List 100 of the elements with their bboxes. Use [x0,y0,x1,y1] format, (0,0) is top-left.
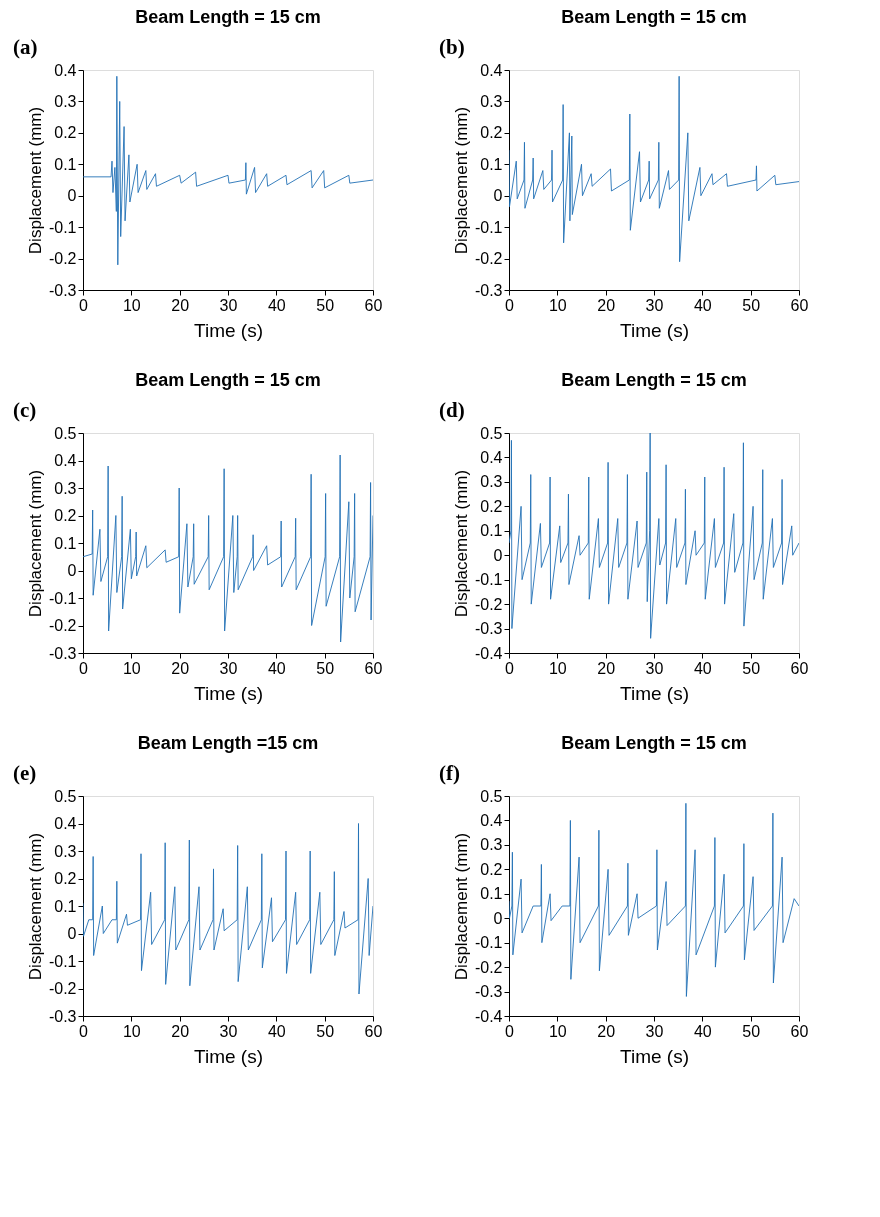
y-tick-label: -0.1 [474,218,503,236]
chart-title: Beam Length = 15 cm [561,370,747,390]
y-tick-label: 0.3 [54,842,77,860]
y-tick-label: -0.2 [474,595,503,613]
x-tick-label: 60 [790,1022,809,1040]
y-tick-label: 0.3 [480,473,503,491]
y-axis-title: Displacement (mm) [25,106,45,255]
text: (a) [13,35,38,59]
y-tick-label: -0.2 [48,617,77,634]
y-tick-label: -0.4 [474,644,503,662]
y-tick-label: -0.3 [474,983,503,1001]
y-tick-label: -0.3 [474,620,503,638]
y-axis-title: Displacement (mm) [451,106,471,255]
y-tick-label: 0.5 [54,787,77,805]
x-tick-label: 40 [693,1022,712,1040]
y-tick-label: 0.1 [480,155,503,173]
y-tick-label: -0.3 [474,281,503,299]
y-tick-label: 0.2 [480,124,503,142]
x-tick-label: 10 [122,659,141,677]
x-tick-label: 30 [219,296,238,314]
y-tick-label: 0 [67,562,77,579]
y-tick-label: -0.1 [474,571,503,589]
x-axis-title: Time (s) [620,1045,689,1067]
y-tick-label: 0.3 [480,836,503,854]
y-tick-label: 0.2 [54,124,77,142]
chart-title: Beam Length = 15 cm [135,370,321,390]
x-axis-title: Time (s) [620,682,689,704]
y-tick-label: 0.4 [54,61,77,79]
x-tick-label: 60 [364,296,383,314]
y-axis-title: Displacement (mm) [451,469,471,618]
y-tick-label: 0.5 [480,787,503,805]
x-tick-label: 10 [548,659,567,677]
x-tick-label: 30 [645,1022,664,1040]
y-tick-label: 0 [67,187,77,205]
y-tick-label: 0 [493,546,503,564]
text: (c) [13,398,37,422]
y-axis-title: Displacement (mm) [451,832,471,981]
line-series [83,823,373,995]
y-tick-label: -0.2 [474,958,503,976]
x-tick-label: 20 [597,1022,616,1040]
x-tick-label: 0 [505,659,515,677]
y-tick-label: 0.1 [54,534,77,552]
x-tick-label: 40 [267,296,286,314]
line-series [509,802,799,997]
y-tick-label: -0.2 [48,250,77,268]
chart-title: Beam Length =15 cm [137,733,319,753]
y-axis-title: Displacement (mm) [25,469,45,618]
x-tick-label: 20 [171,1022,190,1040]
y-tick-label: 0 [493,909,503,927]
y-tick-label: 0.1 [480,522,503,540]
line-series [509,75,799,263]
x-tick-label: 50 [316,659,335,677]
y-axis-title: Displacement (mm) [25,832,45,981]
y-tick-label: 0.2 [54,507,77,524]
x-tick-label: 50 [742,296,761,314]
x-tick-label: 0 [505,296,515,314]
y-tick-label: 0.4 [54,815,77,832]
y-tick-label: 0.3 [480,92,503,110]
y-tick-label: 0.5 [54,424,77,442]
y-tick-label: 0.2 [480,497,503,515]
y-tick-label: -0.1 [474,934,503,952]
x-tick-label: 10 [548,1022,567,1040]
y-tick-label: 0.4 [480,61,503,79]
x-tick-label: 20 [171,659,190,677]
line-series [83,454,373,643]
x-tick-label: 0 [505,1022,515,1040]
text: (f) [439,761,460,785]
x-tick-label: 60 [790,659,809,677]
x-tick-label: 50 [742,659,761,677]
y-tick-label: 0.1 [54,155,77,173]
x-tick-label: 20 [597,659,616,677]
text: (b) [439,35,465,59]
chart-title: Beam Length = 15 cm [561,7,747,27]
line-series [83,75,373,266]
x-tick-label: 30 [219,659,238,677]
y-tick-label: -0.3 [48,1007,77,1025]
x-tick-label: 50 [316,1022,335,1040]
x-tick-label: 30 [645,659,664,677]
x-tick-label: 0 [79,659,89,677]
x-tick-label: 60 [790,296,809,314]
chart-title: Beam Length = 15 cm [135,7,321,27]
x-tick-label: 40 [693,296,712,314]
y-tick-label: -0.1 [48,218,77,236]
x-axis-title: Time (s) [194,319,263,341]
x-tick-label: 20 [171,296,190,314]
text: (d) [439,398,465,422]
y-tick-label: -0.3 [48,644,77,662]
y-tick-label: -0.4 [474,1007,503,1025]
x-tick-label: 10 [548,296,567,314]
y-tick-label: 0.4 [54,452,77,469]
text: (e) [13,761,37,785]
y-tick-label: -0.1 [48,952,77,970]
y-tick-label: 0 [67,925,77,942]
x-tick-label: 40 [267,1022,286,1040]
y-tick-label: 0.3 [54,479,77,497]
x-tick-label: 10 [122,1022,141,1040]
x-tick-label: 30 [219,1022,238,1040]
x-tick-label: 30 [645,296,664,314]
y-tick-label: -0.2 [474,250,503,268]
y-tick-label: 0.2 [480,860,503,878]
